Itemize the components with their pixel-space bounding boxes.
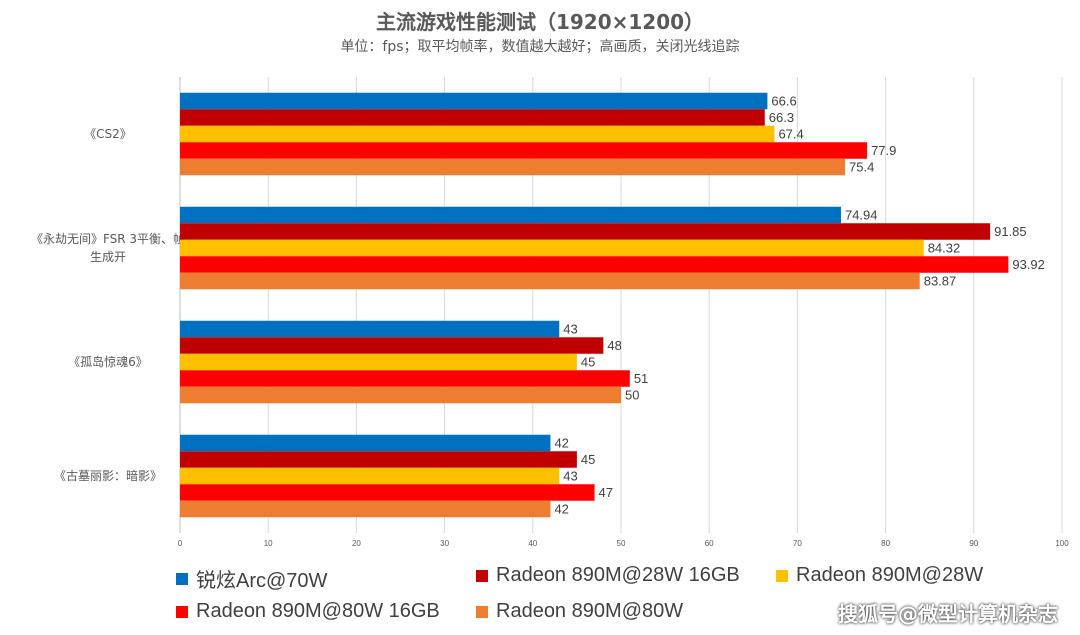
data-label: 77.9 [871,143,896,158]
category-label: 《永劫无间》FSR 3平衡、帧 [31,232,185,246]
bar [180,109,765,126]
legend-swatch [776,569,788,582]
bar [180,353,577,371]
bar [180,500,551,518]
bar [180,434,551,452]
category-label: 《古墓丽影：暗影》 [54,468,162,483]
x-tick-label: 10 [264,539,273,548]
bar [180,320,560,338]
bar-chart: 0 10 20 30 40 50 60 70 80 90 100 《CS2》 66.666.3 67.4 7… [31,77,1069,548]
x-tick-label: 100 [1055,539,1069,548]
data-label: 45 [581,355,595,370]
category-label: 《CS2》 [84,127,132,141]
bar [180,92,768,110]
x-tick-label: 40 [528,539,537,548]
legend-swatch [476,605,488,618]
bar [180,386,621,404]
legend-label: Radeon 890M@28W [796,564,984,586]
legend-label: Radeon 890M@80W 16GB [196,600,440,622]
data-label: 91.85 [994,224,1027,239]
x-tick-label: 70 [793,539,802,548]
legend-item: Radeon 890M@28W [776,564,983,587]
data-label: 67.4 [778,127,803,142]
data-label: 47 [599,485,613,500]
data-label: 43 [563,322,577,337]
x-tick-label: 50 [617,539,626,548]
bar [180,467,560,485]
data-label: 75.4 [849,160,874,175]
bar [180,484,595,501]
x-tick-label: 30 [440,539,449,548]
legend-label: Radeon 890M@80W [496,600,684,622]
legend-label: 锐炫Arc@70W [196,570,328,592]
legend-swatch [176,572,188,585]
x-tick-label: 60 [705,539,714,548]
bar [180,337,604,354]
chart-subtitle: 单位：fps；取平均帧率，数值越大越好；高画质，关闭光线追踪 [340,39,740,55]
bar [180,370,630,387]
bar [180,256,1009,273]
data-label: 66.3 [769,110,794,125]
bar [180,206,841,224]
bar [180,451,577,468]
x-tick-label: 0 [178,539,183,548]
data-label: 43 [563,469,577,484]
bar [180,223,991,240]
category-label: 生成开 [90,250,126,264]
bar [180,125,775,143]
legend-item: Radeon 890M@80W 16GB [176,600,440,623]
watermark-text: 搜狐号@微型计算机杂志 [838,602,1058,626]
legend-item: 锐炫Arc@70W [176,564,327,593]
x-tick-label: 20 [352,539,361,548]
data-label: 42 [554,436,568,451]
bar [180,239,924,257]
data-label: 51 [634,371,648,386]
data-label: 74.94 [845,208,878,223]
x-tick-label: 90 [969,539,978,548]
data-label: 93.92 [1012,257,1045,272]
chart-title: 主流游戏性能测试（1920×1200） [375,10,705,34]
category-label: 《孤岛惊魂6》 [68,354,148,369]
data-label: 66.6 [771,94,796,109]
legend-swatch [476,569,488,582]
data-label: 50 [625,388,639,403]
x-tick-label: 80 [881,539,890,548]
data-label: 84.32 [928,241,961,256]
data-label: 45 [581,452,595,467]
bar [180,142,868,159]
legend-swatch [176,605,188,618]
legend-label: Radeon 890M@28W 16GB [496,564,740,586]
data-label: 48 [607,338,621,353]
data-label: 83.87 [924,274,957,289]
bar [180,272,920,290]
bar [180,158,846,176]
legend-item: Radeon 890M@80W [476,600,683,623]
legend-item: Radeon 890M@28W 16GB [476,564,740,587]
data-label: 42 [554,502,568,517]
